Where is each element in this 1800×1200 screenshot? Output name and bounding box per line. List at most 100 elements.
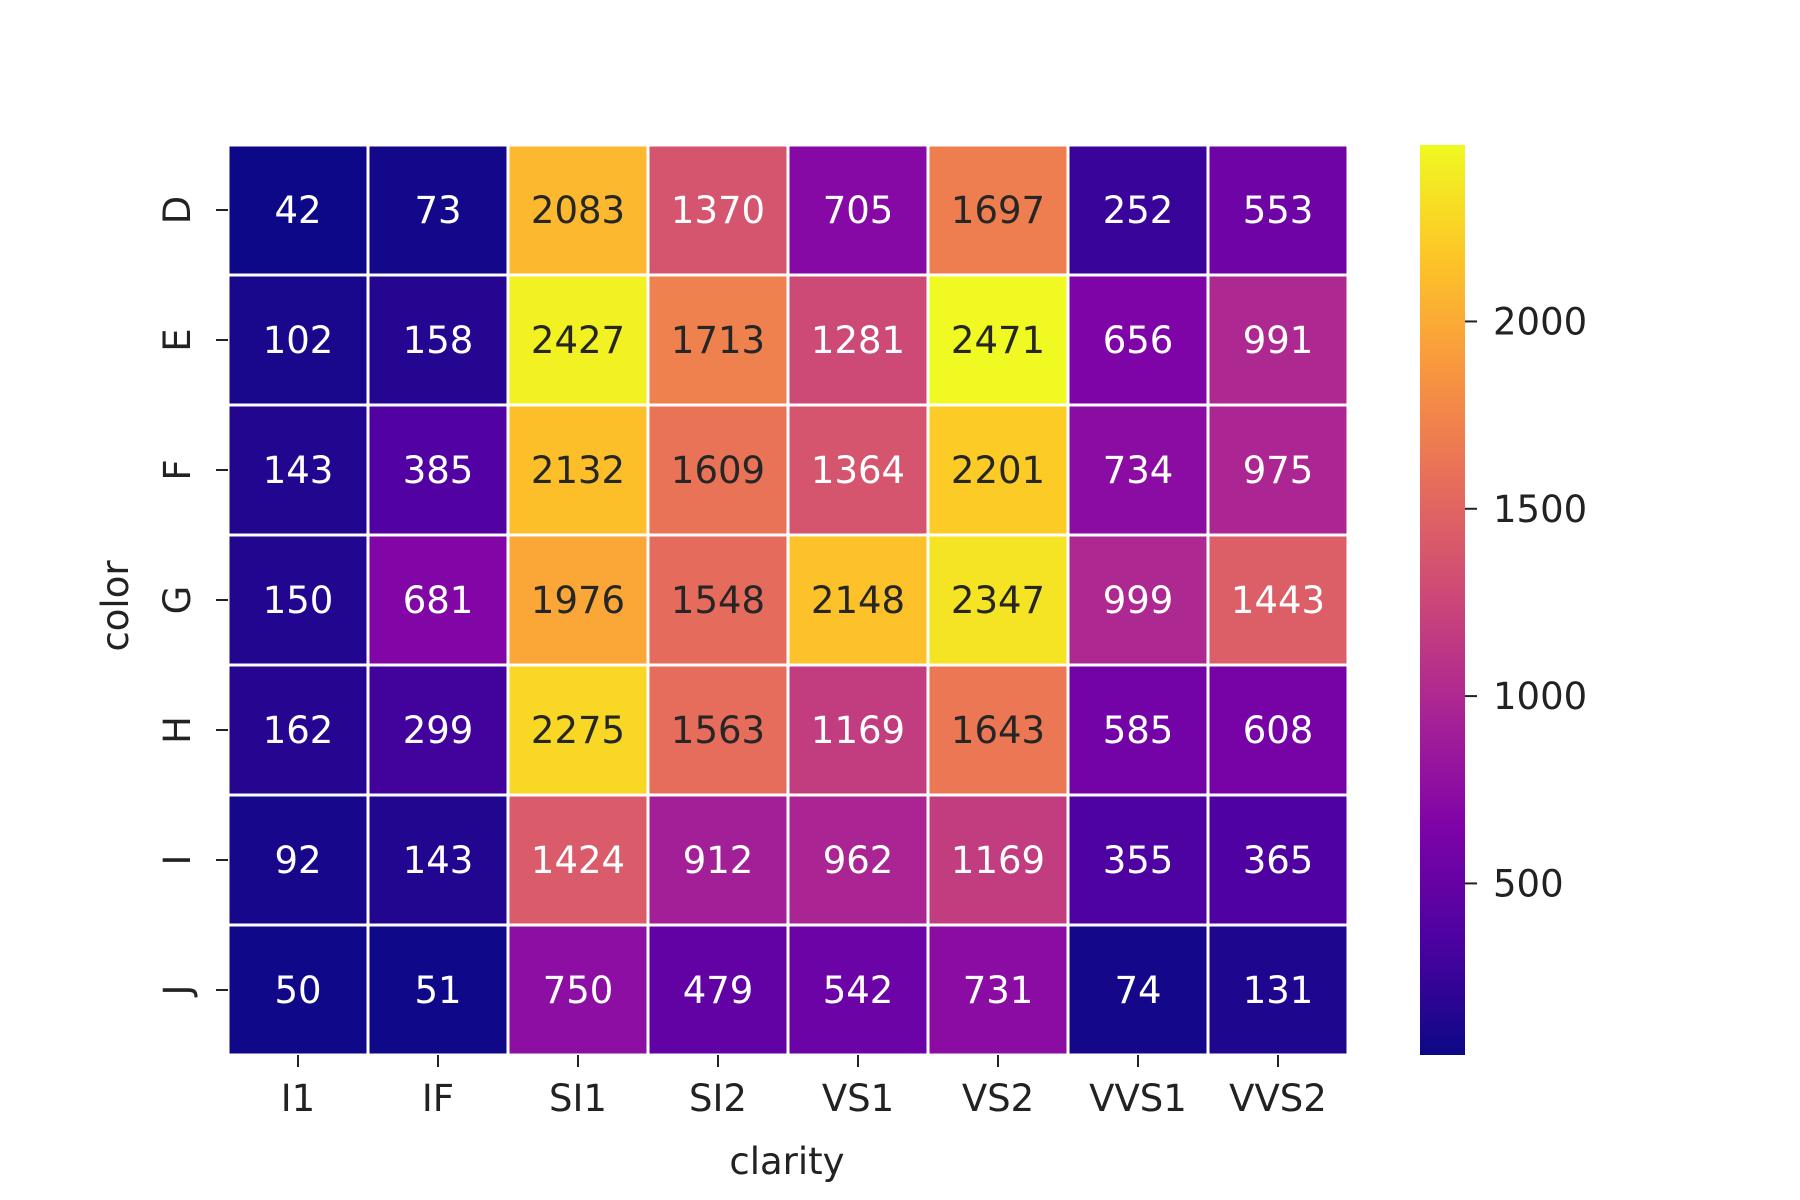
cell-value-label: 656 — [1103, 319, 1174, 362]
heatmap-cell — [926, 403, 1070, 537]
heatmap-cell — [926, 793, 1070, 927]
heatmap-cell — [646, 403, 790, 537]
cell-value-label: 1169 — [811, 709, 905, 752]
x-tick-label: VS2 — [962, 1077, 1034, 1120]
cell-value-label: 73 — [414, 189, 461, 232]
colorbar-tick-label: 1500 — [1493, 488, 1587, 531]
cell-value-label: 2347 — [951, 579, 1045, 622]
cell-value-label: 962 — [823, 839, 894, 882]
colorbar-gradient — [1420, 145, 1465, 1055]
heatmap-cell — [226, 143, 370, 277]
y-tick-label: D — [156, 196, 199, 225]
heatmap-cell — [646, 273, 790, 407]
colorbar-tick-label: 1000 — [1493, 675, 1587, 718]
cell-value-label: 42 — [274, 189, 321, 232]
cell-value-label: 50 — [274, 969, 321, 1012]
y-tick-label: H — [156, 716, 199, 744]
cell-value-label: 143 — [403, 839, 474, 882]
heatmap-cell — [1206, 923, 1350, 1057]
cell-value-label: 681 — [403, 579, 474, 622]
y-tick-label: F — [156, 459, 199, 480]
cell-value-label: 1976 — [531, 579, 625, 622]
y-tick-label: I — [156, 855, 199, 866]
x-tick-label: VVS1 — [1089, 1077, 1187, 1120]
heatmap-cell — [506, 403, 650, 537]
cell-value-label: 1424 — [531, 839, 625, 882]
heatmap-cell — [926, 923, 1070, 1057]
y-axis-label: color — [94, 560, 137, 652]
heatmap-cell — [366, 403, 510, 537]
colorbar-tick-label: 500 — [1493, 862, 1564, 905]
cell-value-label: 479 — [683, 969, 754, 1012]
cell-value-label: 1281 — [811, 319, 905, 362]
cell-value-label: 74 — [1114, 969, 1161, 1012]
cell-value-label: 1169 — [951, 839, 1045, 882]
heatmap-cell — [786, 403, 930, 537]
cell-value-label: 1563 — [671, 709, 765, 752]
x-axis: I1 IF SI1 SI2 VS1 VS2 VVS1 VVS2 — [281, 1055, 1327, 1120]
x-tick-label: VS1 — [822, 1077, 894, 1120]
heatmap-cell — [1206, 273, 1350, 407]
cell-value-label: 2471 — [951, 319, 1045, 362]
cell-value-label: 585 — [1103, 709, 1174, 752]
heatmap-cell — [1206, 143, 1350, 277]
heatmap-cell — [786, 923, 930, 1057]
heatmap-cell — [366, 793, 510, 927]
heatmap-cell — [1206, 403, 1350, 537]
heatmap-cell — [366, 143, 510, 277]
cell-value-label: 131 — [1243, 969, 1314, 1012]
cell-value-label: 750 — [543, 969, 614, 1012]
cell-value-label: 734 — [1103, 449, 1174, 492]
cell-value-label: 912 — [683, 839, 754, 882]
x-tick-label: SI1 — [549, 1077, 607, 1120]
cell-value-label: 143 — [263, 449, 334, 492]
heatmap-cell — [1206, 663, 1350, 797]
cell-value-label: 150 — [263, 579, 334, 622]
x-tick-label: I1 — [281, 1077, 315, 1120]
cell-value-label: 158 — [403, 319, 474, 362]
heatmap-cell — [1066, 923, 1210, 1057]
cell-value-label: 51 — [414, 969, 461, 1012]
cell-value-label: 1364 — [811, 449, 905, 492]
heatmap-cell — [786, 793, 930, 927]
heatmap-cell — [506, 793, 650, 927]
heatmap-cells — [226, 143, 1350, 1057]
cell-value-label: 385 — [403, 449, 474, 492]
heatmap-cell — [786, 663, 930, 797]
heatmap-cell — [926, 143, 1070, 277]
cell-value-label: 252 — [1103, 189, 1174, 232]
cell-value-label: 1443 — [1231, 579, 1325, 622]
y-axis: D E F G H I J — [156, 196, 228, 998]
heatmap-cell — [786, 533, 930, 667]
heatmap-cell — [226, 923, 370, 1057]
cell-value-label: 2083 — [531, 189, 625, 232]
colorbar: 500 1000 1500 2000 — [1420, 145, 1587, 1055]
cell-value-label: 2132 — [531, 449, 625, 492]
cell-value-label: 1548 — [671, 579, 765, 622]
cell-value-label: 542 — [823, 969, 894, 1012]
heatmap-cell — [1066, 663, 1210, 797]
cell-value-label: 1370 — [671, 189, 765, 232]
x-tick-label: VVS2 — [1229, 1077, 1327, 1120]
cell-value-label: 1713 — [671, 319, 765, 362]
cell-value-label: 299 — [403, 709, 474, 752]
heatmap-cell — [646, 533, 790, 667]
cell-value-label: 553 — [1243, 189, 1314, 232]
cell-value-label: 991 — [1243, 319, 1314, 362]
heatmap-cell — [1066, 403, 1210, 537]
cell-value-label: 162 — [263, 709, 334, 752]
cell-value-label: 1609 — [671, 449, 765, 492]
heatmap-cell — [366, 273, 510, 407]
x-tick-label: SI2 — [689, 1077, 747, 1120]
y-tick-label: J — [156, 985, 199, 998]
cell-value-label: 731 — [963, 969, 1034, 1012]
heatmap-cell — [366, 923, 510, 1057]
cell-value-label: 2148 — [811, 579, 905, 622]
cell-value-label: 102 — [263, 319, 334, 362]
heatmap-cell-labels: 42 73 2083 1370 705 1697 252 553 102 158 2427 1713 1… — [263, 189, 1325, 1012]
x-tick-label: IF — [422, 1077, 454, 1120]
cell-value-label: 999 — [1103, 579, 1174, 622]
cell-value-label: 355 — [1103, 839, 1174, 882]
cell-value-label: 365 — [1243, 839, 1314, 882]
